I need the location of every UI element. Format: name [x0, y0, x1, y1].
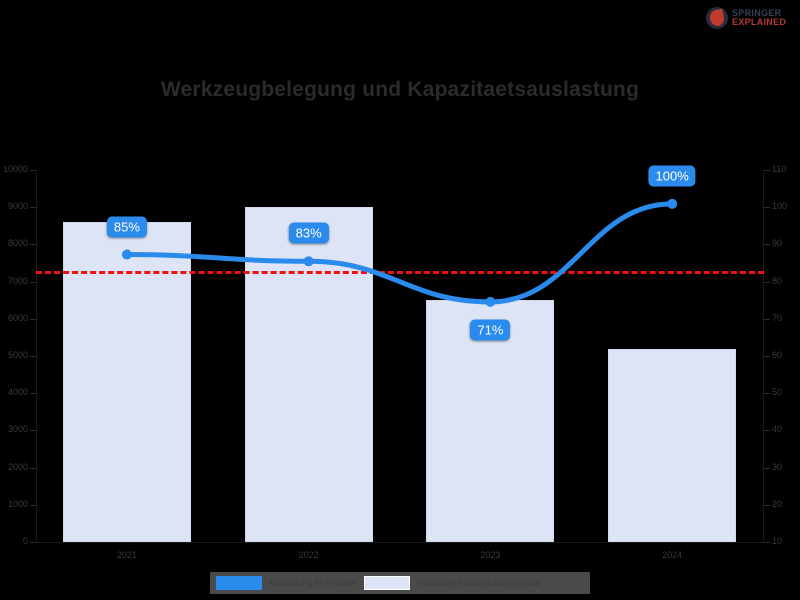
bar-2021 [62, 222, 191, 542]
tick-mark [764, 504, 770, 506]
tick-mark [30, 356, 36, 357]
tick-mark [764, 170, 770, 171]
tick-mark [30, 318, 36, 320]
tick-label: 50 [772, 387, 783, 398]
tick-label: 60 [772, 350, 783, 360]
tick-label: 90 [772, 238, 783, 249]
legend-item-line[interactable]: Auslastung in Prozent [216, 576, 356, 590]
threshold-line [36, 271, 764, 275]
x-axis [36, 542, 764, 543]
y-axis-right [763, 170, 764, 542]
tick-mark [30, 504, 36, 506]
brand-logo: SPRINGER EXPLAINED [706, 4, 792, 32]
tick-label: 9000 [7, 201, 28, 212]
x-label-2023: 2023 [480, 550, 501, 560]
legend-item-bar[interactable]: Produzierte Stueckzahl gesamt [363, 576, 541, 590]
bar-2023 [426, 300, 555, 542]
logo-line-1: SPRINGER [732, 7, 782, 18]
legend-label-bar: Produzierte Stueckzahl gesamt [415, 578, 541, 588]
bar-2022 [244, 207, 373, 542]
tick-mark [764, 281, 770, 283]
x-label-2024: 2024 [662, 550, 683, 560]
tick-mark [30, 244, 36, 246]
tick-mark [764, 207, 770, 209]
leaf-circle-icon [706, 7, 728, 29]
tick-mark [30, 170, 36, 171]
line-point-2024 [667, 198, 678, 209]
legend-label-line: Auslastung in Prozent [268, 578, 356, 588]
tick-mark [30, 281, 36, 283]
data-label-2023: 71% [470, 319, 511, 341]
tick-label: 100 [772, 201, 788, 212]
y-axis-left [36, 170, 37, 542]
tick-label: 10000 [2, 164, 28, 174]
tick-mark [764, 542, 770, 543]
tick-mark [764, 318, 770, 320]
tick-mark [764, 393, 770, 395]
legend-swatch-bar [363, 576, 410, 590]
x-label-2021: 2021 [116, 550, 137, 560]
data-label-2024: 100% [648, 165, 696, 187]
tick-mark [30, 430, 36, 432]
tick-label: 40 [772, 424, 783, 435]
tick-label: 6000 [7, 312, 28, 323]
tick-mark [764, 244, 770, 246]
tick-mark [764, 430, 770, 432]
logo-wordmark: SPRINGER EXPLAINED [732, 7, 787, 27]
legend-swatch-line [216, 576, 262, 590]
tick-label: 5000 [7, 350, 28, 360]
chart-title: Werkzeugbelegung und Kapazitaetsauslastu… [160, 78, 640, 101]
tick-mark [30, 393, 36, 395]
bar-2024 [608, 348, 737, 542]
tick-mark [30, 207, 36, 209]
data-label-2021: 85% [106, 216, 147, 238]
tick-label: 2000 [7, 461, 28, 472]
tick-label: 70 [772, 312, 783, 323]
data-label-2022: 83% [288, 222, 329, 244]
chart-legend: Auslastung in Prozent Produzierte Stueck… [210, 572, 590, 594]
tick-label: 1000 [7, 498, 28, 509]
tick-mark [764, 356, 770, 357]
tick-label: 0 [22, 536, 28, 546]
tick-label: 20 [772, 498, 783, 509]
x-label-2022: 2022 [298, 550, 319, 560]
logo-line-2: EXPLAINED [732, 17, 787, 27]
tick-mark [30, 467, 36, 469]
tick-label: 3000 [7, 424, 28, 435]
tick-label: 30 [772, 461, 783, 472]
tick-label: 8000 [7, 238, 28, 249]
tick-mark [30, 542, 36, 543]
tick-label: 110 [772, 164, 787, 174]
tick-mark [764, 467, 770, 469]
tick-label: 10 [772, 536, 783, 546]
tick-label: 4000 [7, 387, 28, 398]
tick-label: 80 [772, 275, 783, 286]
tick-label: 7000 [7, 275, 28, 286]
